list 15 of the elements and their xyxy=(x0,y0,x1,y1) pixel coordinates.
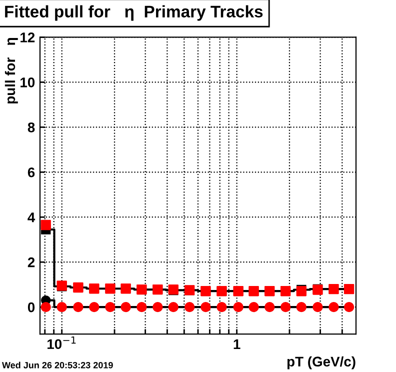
y-tick-label: 4 xyxy=(28,212,36,222)
x-tick-label: 10$^{−1}$ xyxy=(48,336,76,350)
text: Wed Jun 26 20:53:23 2019 xyxy=(2,362,113,368)
x-axis-title: pT (GeV/c) xyxy=(287,356,356,370)
point xyxy=(40,302,51,312)
y-axis-title: pull for η xyxy=(4,38,18,104)
y-tick-label: 0 xyxy=(28,302,35,312)
y-tick-label: 12 xyxy=(20,32,35,42)
y-tick-label: 10 xyxy=(20,78,35,88)
y-tick-label: 2 xyxy=(28,257,35,268)
y-tick-label: 8 xyxy=(28,122,35,132)
point xyxy=(40,220,51,230)
x-tick-label: 1 xyxy=(234,339,240,349)
y-tick-label: 6 xyxy=(28,167,35,178)
chart-title: Fitted pull for η Primary Tracks xyxy=(5,5,263,21)
